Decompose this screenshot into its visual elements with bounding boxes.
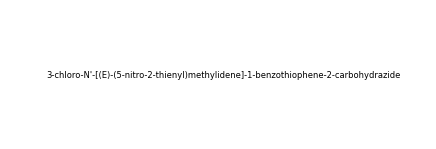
Text: 3-chloro-N'-[(E)-(5-nitro-2-thienyl)methylidene]-1-benzothiophene-2-carbohydrazi: 3-chloro-N'-[(E)-(5-nitro-2-thienyl)meth… (46, 71, 401, 80)
